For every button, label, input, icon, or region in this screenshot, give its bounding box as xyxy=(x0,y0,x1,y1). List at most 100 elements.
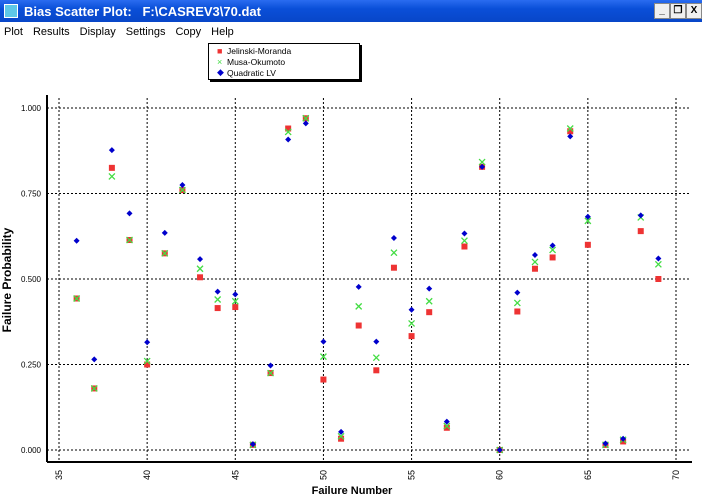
minimize-button[interactable]: _ xyxy=(654,3,670,19)
menu-results[interactable]: Results xyxy=(32,26,70,38)
mo-point xyxy=(478,158,486,166)
qlv-point xyxy=(549,242,556,249)
mo-point xyxy=(302,114,310,122)
jm-point xyxy=(373,367,380,374)
qlv-point xyxy=(302,120,309,127)
menu-help[interactable]: Help xyxy=(211,26,234,38)
title-bar: Bias Scatter Plot: F:\CASREV3\70.dat _ ❐… xyxy=(0,0,702,22)
x-tick-label: 40 xyxy=(142,470,152,480)
legend-item: × Musa-Okumoto xyxy=(217,56,359,67)
qlv-point xyxy=(620,435,627,442)
qlv-point xyxy=(267,362,274,369)
mo-point xyxy=(408,320,416,327)
mo-point xyxy=(654,260,662,268)
qlv-point xyxy=(408,306,415,313)
qlv-point xyxy=(531,252,538,259)
mo-point xyxy=(443,422,451,430)
qlv-point xyxy=(355,283,362,290)
x-tick-label: 65 xyxy=(583,470,593,480)
qlv-point xyxy=(443,418,450,425)
menu-display[interactable]: Display xyxy=(79,26,116,38)
mo-point xyxy=(90,384,98,392)
jm-point xyxy=(426,309,433,316)
qlv-point xyxy=(479,163,486,170)
legend-label: Musa-Okumoto xyxy=(227,56,286,67)
qlv-point xyxy=(637,212,644,219)
qlv-point xyxy=(426,285,433,292)
qlv-point xyxy=(285,136,292,143)
qlv-point xyxy=(338,428,345,435)
restore-button[interactable]: ❐ xyxy=(670,3,686,19)
mo-point xyxy=(267,369,275,377)
jm-point xyxy=(655,276,662,282)
qlv-point xyxy=(655,255,662,262)
close-button[interactable]: X xyxy=(686,3,702,19)
mo-point xyxy=(143,357,151,365)
jm-point xyxy=(567,128,574,135)
menu-bar: Plot Results Display Settings Copy Help xyxy=(0,22,702,42)
jm-point xyxy=(232,304,239,311)
mo-point xyxy=(161,249,169,257)
legend-label: Quadratic LV xyxy=(227,67,276,78)
qlv-point xyxy=(179,181,186,188)
jm-point xyxy=(390,264,397,271)
chart-legend: ■ Jelinski-Moranda × Musa-Okumoto ◆ Quadrat… xyxy=(208,43,360,80)
mo-point xyxy=(126,236,133,244)
jm-point xyxy=(320,376,327,383)
y-tick-label: 0.250 xyxy=(21,361,42,370)
diamond-marker-icon: ◆ xyxy=(217,67,224,77)
mo-point xyxy=(460,237,468,245)
x-tick-label: 50 xyxy=(318,470,328,480)
mo-point xyxy=(355,302,363,310)
qlv-point xyxy=(249,441,256,448)
jm-point xyxy=(584,241,591,248)
qlv-point xyxy=(514,289,521,296)
menu-copy[interactable]: Copy xyxy=(175,26,202,38)
legend-item: ◆ Quadratic LV xyxy=(217,67,359,78)
mo-point xyxy=(73,295,81,302)
x-tick-label: 35 xyxy=(54,470,64,480)
qlv-point xyxy=(461,230,468,237)
mo-point xyxy=(584,217,592,225)
qlv-point xyxy=(602,440,609,447)
jm-point xyxy=(214,305,221,312)
x-axis-label: Failure Number xyxy=(312,485,393,496)
qlv-point xyxy=(108,147,115,154)
mo-point xyxy=(566,125,574,132)
qlv-point xyxy=(214,288,221,295)
mo-point xyxy=(549,246,557,254)
qlv-point xyxy=(584,213,591,220)
legend-item: ■ Jelinski-Moranda xyxy=(217,45,359,56)
menu-settings[interactable]: Settings xyxy=(125,26,166,38)
qlv-point xyxy=(567,133,574,140)
qlv-point xyxy=(126,210,133,217)
y-axis-label: Failure Probability xyxy=(0,227,14,332)
qlv-point xyxy=(161,229,168,236)
window-title: Bias Scatter Plot: F:\CASREV3\70.dat xyxy=(24,3,261,19)
jm-point xyxy=(408,333,415,340)
qlv-point xyxy=(496,447,503,453)
qlv-point xyxy=(320,338,327,345)
jm-point xyxy=(355,322,362,329)
qlv-point xyxy=(73,237,80,244)
x-tick-label: 45 xyxy=(230,470,240,480)
x-tick-label: 55 xyxy=(407,470,417,480)
qlv-point xyxy=(144,339,151,346)
x-marker-icon: × xyxy=(217,56,223,67)
mo-point xyxy=(372,354,380,362)
jm-point xyxy=(514,308,521,315)
jm-point xyxy=(338,435,345,442)
mo-point xyxy=(319,353,327,361)
x-tick-label: 60 xyxy=(495,470,505,480)
y-tick-label: 0.500 xyxy=(21,275,42,284)
menu-plot[interactable]: Plot xyxy=(4,26,23,38)
mo-point xyxy=(108,172,116,180)
qlv-point xyxy=(91,356,98,363)
legend-label: Jelinski-Moranda xyxy=(227,45,292,56)
jm-point xyxy=(144,361,151,368)
jm-point xyxy=(108,164,115,171)
mo-point xyxy=(178,186,186,194)
mo-point xyxy=(284,128,292,136)
mo-point xyxy=(513,299,521,307)
